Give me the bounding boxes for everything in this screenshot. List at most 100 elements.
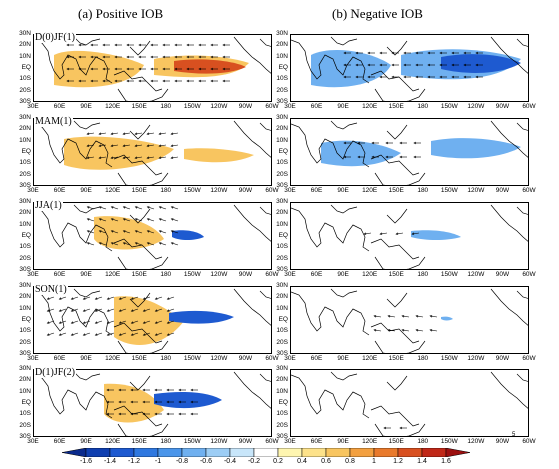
wind-vector-arrow [451,51,459,55]
longitude-label: 120E [105,271,121,278]
longitude-label: 90E [337,103,349,110]
latitude-label: 20S [276,338,288,346]
longitude-label: 120E [105,355,121,362]
wind-vector-arrow [106,388,114,392]
wind-vector-arrow [98,144,107,148]
wind-vector-arrow [90,55,98,59]
latitude-label: 10N [19,136,31,144]
wind-vector-arrow [413,141,421,145]
wind-vector-arrow [86,242,95,246]
longitude-label: 90W [238,438,253,445]
latitude-label: 10N [19,52,31,60]
longitude-label: 60E [310,187,323,194]
wind-vector-arrow [118,412,126,416]
longitude-label: 60W [522,355,536,362]
coastline [34,374,113,419]
longitude-label: 120E [362,103,378,110]
wind-vector-arrow [166,308,175,312]
coastline [117,256,169,269]
coastline [34,207,113,252]
latitude-label: 10S [276,327,288,335]
wind-vector-arrow [118,296,127,300]
latitude-label: 30S [276,350,288,357]
wind-vector-arrow [411,232,420,236]
anomaly-map [291,204,528,269]
colorbar-segment [85,448,111,457]
wind-vector-arrow [86,206,95,210]
longitude-label: 180 [160,103,172,110]
longitude-label: 30E [27,103,39,110]
longitude-label: 150E [388,103,404,110]
wind-vector-arrow [90,67,98,71]
wind-vector-arrow [186,79,194,83]
wind-vector-arrow [222,55,230,59]
latitude-label: 20S [19,338,31,346]
wind-vector-arrow [126,67,134,71]
longitude-label: 150E [388,355,404,362]
colorbar-tick-label: -1.4 [103,458,117,465]
wind-vector-arrow [150,67,158,71]
wind-vector-arrow [451,75,459,79]
wind-vector-arrow [154,388,162,392]
wind-vector-arrow [429,328,438,332]
colorbar-tick-label: 0.4 [297,458,307,465]
wind-vector-arrow [82,332,91,336]
wind-vector-arrow [94,332,103,336]
wind-vector-arrow [170,218,179,222]
wind-vector-arrow [210,55,218,59]
longitude-label: 60E [310,355,323,362]
colorbar-tick-label: 0.8 [345,458,355,465]
wind-vector-arrow [146,156,155,160]
anomaly-shading [64,136,174,170]
latitude-label: 10N [276,136,288,144]
latitude-label: 20N [276,125,288,133]
wind-vector-arrow [198,55,206,59]
latitude-label: 30S [19,98,31,105]
wind-vector-arrow [415,328,424,332]
wind-vector-arrow [94,296,103,300]
wind-vector-arrow [166,412,174,416]
wind-vector-arrow [130,308,139,312]
longitude-label: 60W [522,187,536,194]
coastline [370,238,420,260]
wind-vector-arrow [46,296,55,300]
latitude-label: 20S [19,421,31,429]
wind-vector-arrow [142,320,151,324]
wind-vector-arrow [90,43,98,47]
coastline [386,375,408,391]
colorbar-tick-label: -1.6 [79,458,93,465]
longitude-label: 30E [284,438,296,445]
wind-vector-arrow [379,63,387,67]
wind-vector-arrow [158,242,167,246]
colorbar-segment [277,448,303,457]
wind-vector-arrow [355,75,363,79]
wind-vector-arrow [355,63,363,67]
map-frame [290,118,529,186]
longitude-label: 90E [80,355,92,362]
wind-vector-arrow [122,230,131,234]
latitude-label: 30N [276,30,288,37]
wind-vector-arrow [379,232,388,236]
longitude-label: 90W [495,103,510,110]
wind-vector-arrow [122,206,131,210]
longitude-label: 90E [80,187,92,194]
wind-vector-arrow [146,218,155,222]
longitude-label: 60W [265,187,279,194]
wind-vector-arrow [170,132,179,136]
wind-vector-arrow [86,218,95,222]
latitude-label: 30N [276,198,288,205]
longitude-label: 120E [362,438,378,445]
wind-vector-arrow [102,43,110,47]
latitude-label: EQ [21,316,31,323]
wind-vector-arrow [82,296,91,300]
wind-vector-arrow [78,55,86,59]
wind-vector-arrow [98,242,107,246]
map-panel-positive-0 [33,34,272,102]
longitude-label: 30E [27,271,39,278]
longitude-label: 150E [131,271,147,278]
anomaly-map [291,288,528,353]
anomaly-map [291,36,528,101]
map-panel-negative-3 [290,286,529,354]
longitude-label: 120W [210,103,228,110]
coastline [330,371,358,381]
